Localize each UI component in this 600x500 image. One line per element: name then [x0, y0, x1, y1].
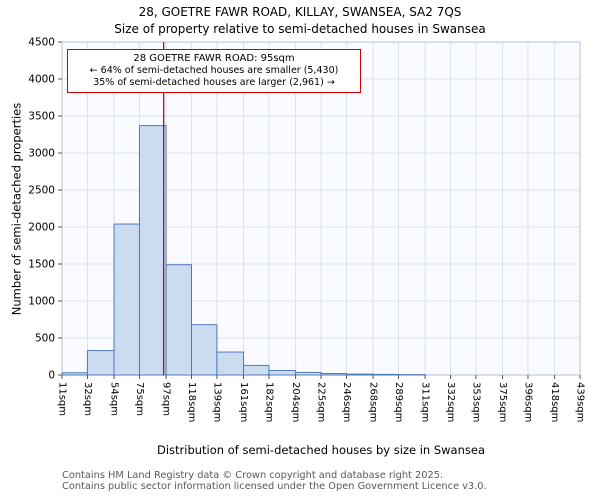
x-tick-label: 54sqm [109, 382, 120, 416]
x-tick-label: 118sqm [186, 382, 197, 422]
x-tick-label: 161sqm [238, 382, 249, 422]
histogram-bar [216, 351, 245, 376]
histogram-bar [113, 223, 140, 376]
x-tick-label: 289sqm [393, 382, 404, 422]
x-tick-label: 182sqm [263, 382, 274, 422]
footer: Contains HM Land Registry data © Crown c… [62, 470, 487, 492]
histogram-bar [165, 264, 192, 376]
x-tick-label: 418sqm [549, 382, 560, 422]
x-tick-label: 139sqm [211, 382, 222, 422]
footer-line-2: Contains public sector information licen… [62, 481, 487, 492]
histogram-bar [138, 125, 167, 376]
y-tick-label: 2500 [28, 185, 55, 197]
x-tick-label: 32sqm [82, 382, 93, 416]
x-tick-label: 204sqm [290, 382, 301, 422]
histogram-bar [191, 324, 218, 376]
x-tick-label: 246sqm [341, 382, 352, 422]
y-tick-label: 3000 [28, 148, 55, 160]
x-tick-label: 97sqm [161, 382, 172, 416]
x-tick-label: 225sqm [316, 382, 327, 422]
x-tick-label: 268sqm [368, 382, 379, 422]
x-tick-label: 396sqm [522, 382, 533, 422]
x-tick-label: 332sqm [445, 382, 456, 422]
annotation-line-2: ← 64% of semi-detached houses are smalle… [89, 65, 339, 76]
y-tick-label: 3500 [28, 111, 55, 123]
histogram-bar [61, 372, 88, 376]
footer-line-1: Contains HM Land Registry data © Crown c… [62, 470, 444, 481]
histogram-bar [345, 373, 374, 376]
x-tick-label: 75sqm [134, 382, 145, 416]
y-axis-label: Number of semi-detached properties [9, 102, 24, 316]
x-tick-label: 311sqm [420, 382, 431, 422]
chart-title: 28, GOETRE FAWR ROAD, KILLAY, SWANSEA, S… [138, 5, 462, 19]
annotation-line-3: 35% of semi-detached houses are larger (… [93, 76, 335, 88]
y-tick-label: 1500 [28, 259, 55, 271]
histogram-bar [372, 373, 399, 376]
histogram-bar [86, 350, 115, 376]
y-tick-label: 500 [35, 333, 55, 345]
y-tick-label: 0 [48, 370, 55, 382]
y-tick-label: 2000 [28, 222, 55, 234]
x-tick-label: 439sqm [575, 382, 586, 422]
y-tick-label: 1000 [28, 296, 55, 308]
property-annotation-box: 28 GOETRE FAWR ROAD: 95sqm ← 64% of semi… [67, 49, 361, 93]
y-tick-label: 4000 [28, 74, 55, 86]
x-tick-label: 353sqm [470, 382, 481, 422]
histogram-bar [268, 370, 297, 376]
y-tick-label: 4500 [28, 37, 55, 49]
annotation-line-1: 28 GOETRE FAWR ROAD: 95sqm [133, 53, 295, 64]
x-tick-label: 375sqm [497, 382, 508, 422]
histogram-bar [295, 371, 322, 376]
histogram-bar [243, 364, 270, 376]
x-axis-label: Distribution of semi-detached houses by … [156, 443, 485, 457]
x-tick-label: 11sqm [57, 382, 68, 416]
chart-subtitle: Size of property relative to semi-detach… [114, 22, 486, 36]
histogram-bar [320, 373, 347, 376]
